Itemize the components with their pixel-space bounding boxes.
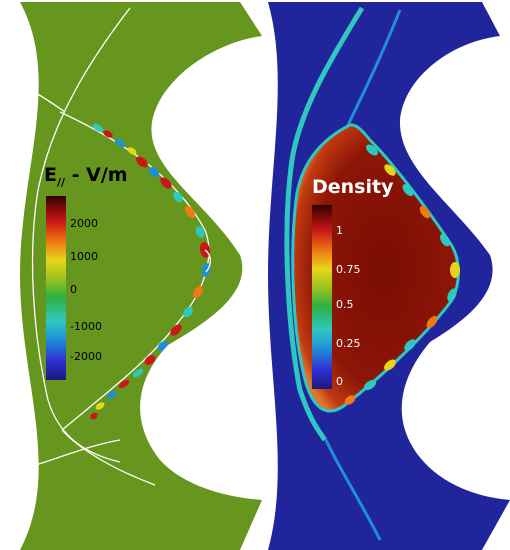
right-tick-label: 0.25 — [336, 337, 361, 350]
x-point-mark — [204, 249, 212, 273]
right-colorbar-scale — [312, 205, 332, 389]
left-colorbar-title: E// - V/m — [44, 164, 128, 189]
left-tick-label: 2000 — [70, 217, 98, 230]
left-tick-label: 0 — [70, 283, 77, 296]
density-leg-lower — [324, 439, 382, 541]
right-tick-label: 1 — [336, 224, 343, 237]
wave-field — [90, 124, 211, 420]
right-tick-label: 0.75 — [336, 263, 361, 276]
left-colorbar — [46, 196, 66, 380]
left-panel-domain — [20, 2, 262, 550]
right-tick-label: 0 — [336, 375, 343, 388]
left-panel — [20, 2, 262, 550]
leg-line-bottom — [61, 429, 156, 486]
left-title-rest: - V/m — [65, 164, 128, 186]
left-tick-label: -1000 — [70, 320, 102, 333]
right-colorbar-title: Density — [312, 176, 394, 198]
left-title-sub: // — [56, 175, 66, 189]
left-tick-label: 1000 — [70, 250, 98, 263]
left-title-main: E — [44, 164, 57, 186]
density-edge-band — [284, 6, 365, 442]
density-filaments — [344, 144, 460, 405]
left-tick-label: -2000 — [70, 350, 102, 363]
right-colorbar — [312, 205, 332, 389]
density-leg-upper — [346, 9, 402, 126]
separatrix-outer-line — [31, 7, 131, 463]
left-colorbar-scale — [46, 196, 66, 380]
density-core — [291, 123, 460, 413]
right-tick-label: 0.5 — [336, 298, 354, 311]
right-panel — [268, 2, 510, 550]
